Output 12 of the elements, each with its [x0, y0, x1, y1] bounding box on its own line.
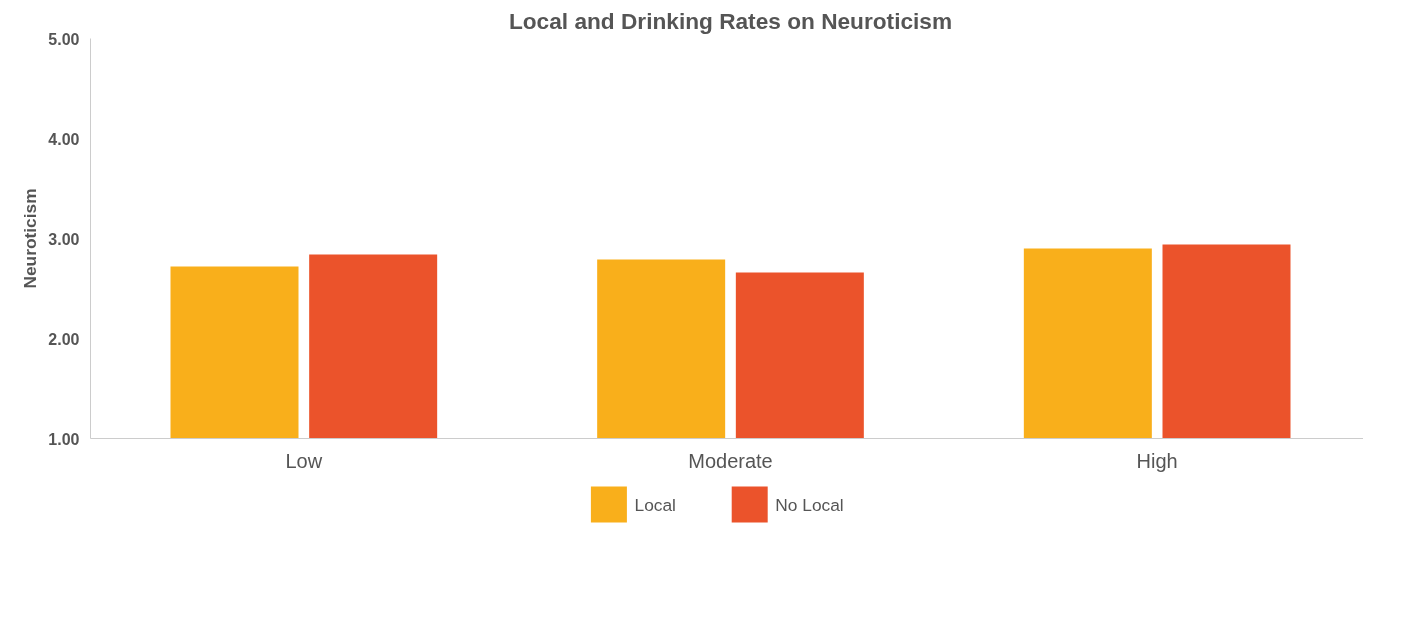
x-tick-label: High [1136, 449, 1178, 472]
y-tick-label: 1.00 [48, 430, 80, 448]
y-tick-label: 4.00 [48, 130, 80, 148]
y-tick-label: 5.00 [48, 30, 80, 48]
legend-label: Local [634, 494, 676, 515]
chart-title: Local and Drinking Rates on Neuroticism [508, 7, 953, 34]
x-tick-label: Low [285, 449, 323, 472]
y-axis-title: Neuroticism [20, 188, 41, 289]
x-tick-label: Moderate [688, 449, 773, 472]
y-tick-label: 2.00 [48, 330, 80, 348]
y-tick-label: 3.00 [48, 230, 80, 248]
legend-label: No Local [775, 494, 844, 515]
